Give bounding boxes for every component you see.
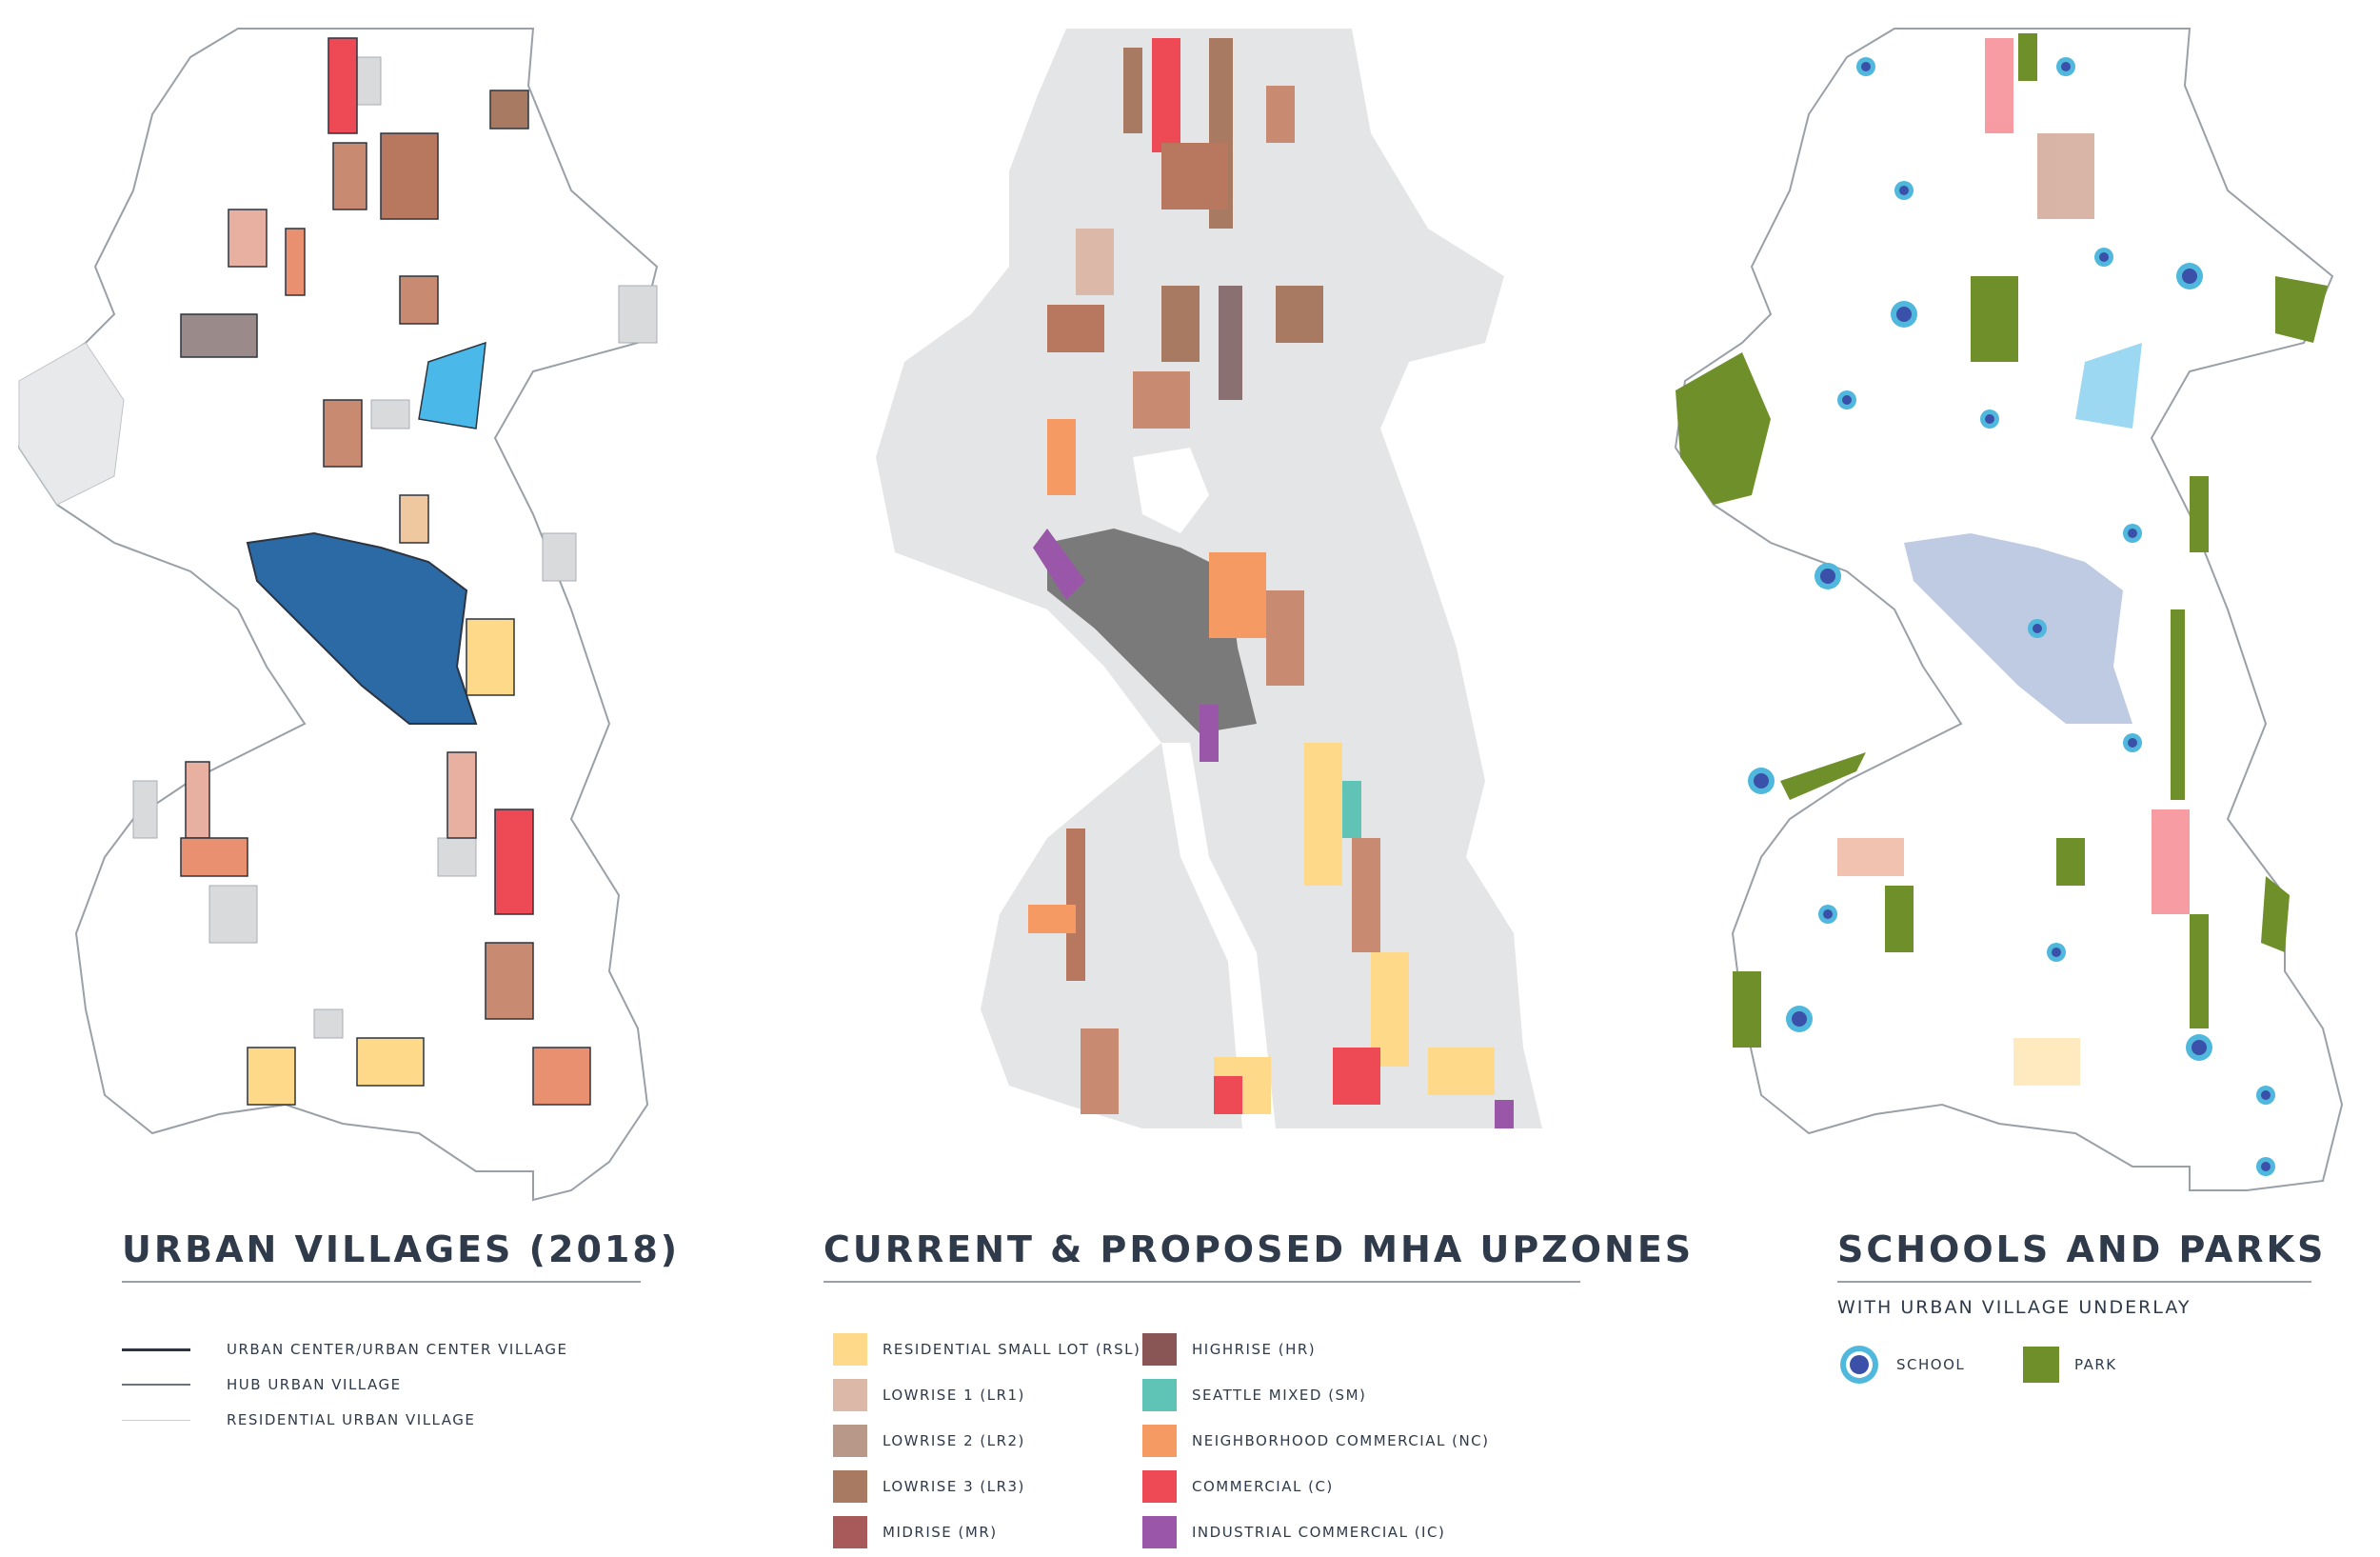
school-marker (2186, 1034, 2212, 1061)
parks (1676, 33, 2328, 1048)
legend-label: HUB URBAN VILLAGE (227, 1376, 402, 1393)
school-marker (1818, 905, 1837, 924)
magnuson-park (2275, 276, 2328, 343)
legend-label: SCHOOL (1896, 1356, 1966, 1373)
seward-park (2261, 876, 2290, 952)
legend-item-ic: INDUSTRIAL COMMERCIAL (IC) (1142, 1516, 1445, 1548)
legend-item-hub-village: HUB URBAN VILLAGE (122, 1376, 402, 1393)
lr1-swatch (833, 1379, 867, 1411)
lake-union-water (1133, 448, 1209, 533)
hub-village-line-symbol (122, 1384, 190, 1386)
title-divider (1837, 1281, 2311, 1283)
urban-villages-title: URBAN VILLAGES (2018) (122, 1228, 681, 1270)
legend-label: PARK (2074, 1356, 2117, 1373)
schools (1748, 57, 2275, 1176)
mr-swatch (833, 1516, 867, 1548)
legend-label: LOWRISE 1 (LR1) (883, 1387, 1025, 1404)
legend-item-lr2: LOWRISE 2 (LR2) (833, 1425, 1025, 1457)
school-marker (2123, 733, 2142, 752)
school-marker (1856, 57, 1875, 76)
legend-label: LOWRISE 2 (LR2) (883, 1432, 1025, 1449)
school-marker (2056, 57, 2075, 76)
legend-item-urban-center: URBAN CENTER/URBAN CENTER VILLAGE (122, 1341, 568, 1358)
school-marker (1837, 390, 1856, 409)
schools-parks-panel: SCHOOLS AND PARKS WITH URBAN VILLAGE UND… (1656, 0, 2380, 1557)
legend-label: RESIDENTIAL SMALL LOT (RSL) (883, 1341, 1141, 1358)
school-icon (1840, 1346, 1878, 1384)
upzone-patches (1028, 38, 1514, 1128)
residential-village-line-symbol (122, 1419, 190, 1421)
legend-item-rsl: RESIDENTIAL SMALL LOT (RSL) (833, 1333, 1140, 1366)
sm-swatch (1142, 1379, 1177, 1411)
park-icon (2023, 1347, 2059, 1383)
downtown-underlay (1904, 533, 2132, 724)
legend-label: RESIDENTIAL URBAN VILLAGE (227, 1411, 476, 1428)
title-divider (122, 1281, 641, 1283)
schools-parks-title: SCHOOLS AND PARKS (1837, 1228, 2327, 1270)
title-divider (823, 1281, 1580, 1283)
legend-item-nc: NEIGHBORHOOD COMMERCIAL (NC) (1142, 1425, 1490, 1457)
urban-village-patches (180, 37, 591, 1106)
legend-label: SEATTLE MIXED (SM) (1192, 1387, 1367, 1404)
legend-label: NEIGHBORHOOD COMMERCIAL (NC) (1192, 1432, 1490, 1449)
legend-item-c: COMMERCIAL (C) (1142, 1470, 1334, 1503)
school-marker (2176, 263, 2203, 289)
school-marker (1980, 409, 1999, 429)
school-marker (2047, 943, 2066, 962)
school-marker (2028, 619, 2047, 638)
school-marker (1891, 301, 1917, 328)
lr2-swatch (833, 1425, 867, 1457)
ic-swatch (1142, 1516, 1177, 1548)
discovery-park (1676, 352, 1771, 505)
c-swatch (1142, 1470, 1177, 1503)
school-marker (2256, 1157, 2275, 1176)
duwamish-water (1161, 743, 1276, 1128)
schools-parks-subtitle: WITH URBAN VILLAGE UNDERLAY (1837, 1297, 2192, 1318)
school-marker (1748, 768, 1775, 794)
school-marker (2123, 524, 2142, 543)
legend-item-lr3: LOWRISE 3 (LR3) (833, 1470, 1025, 1503)
schools-parks-map (1674, 28, 2344, 1191)
legend-item-hr: HIGHRISE (HR) (1142, 1333, 1316, 1366)
urban-villages-map (17, 28, 659, 1202)
legend-item-residential-village: RESIDENTIAL URBAN VILLAGE (122, 1411, 475, 1428)
urban-villages-panel: URBAN VILLAGES (2018) URBAN CENTER/URBAN… (0, 0, 724, 1557)
school-marker (2094, 248, 2113, 267)
legend-label: COMMERCIAL (C) (1192, 1478, 1334, 1495)
legend-label: HIGHRISE (HR) (1192, 1341, 1317, 1358)
upzones-panel: CURRENT & PROPOSED MHA UPZONES RESIDENTI… (762, 0, 1691, 1557)
residential-villages (132, 56, 658, 1039)
magnolia-grid (18, 342, 125, 506)
school-marker (2256, 1086, 2275, 1105)
legend-label: LOWRISE 3 (LR3) (883, 1478, 1025, 1495)
school-marker (1786, 1006, 1813, 1032)
rsl-swatch (833, 1333, 867, 1366)
urban-village-underlay (1837, 38, 2190, 1086)
upzones-title: CURRENT & PROPOSED MHA UPZONES (823, 1228, 1695, 1270)
upzones-map (876, 29, 1542, 1128)
school-marker (1815, 563, 1841, 589)
legend-label: URBAN CENTER/URBAN CENTER VILLAGE (227, 1341, 568, 1358)
legend-label: INDUSTRIAL COMMERCIAL (IC) (1192, 1524, 1446, 1541)
urban-center-line-symbol (122, 1347, 190, 1351)
legend-item-park: PARK (2023, 1347, 2117, 1383)
school-marker (1894, 181, 1914, 200)
legend-item-school: SCHOOL (1837, 1343, 1965, 1387)
lr3-swatch (833, 1470, 867, 1503)
hr-swatch (1142, 1333, 1177, 1366)
legend-item-sm: SEATTLE MIXED (SM) (1142, 1379, 1366, 1411)
legend-label: MIDRISE (MR) (883, 1524, 998, 1541)
nc-swatch (1142, 1425, 1177, 1457)
downtown-highrise (1047, 529, 1257, 733)
legend-item-lr1: LOWRISE 1 (LR1) (833, 1379, 1025, 1411)
legend-item-mr: MIDRISE (MR) (833, 1516, 998, 1548)
